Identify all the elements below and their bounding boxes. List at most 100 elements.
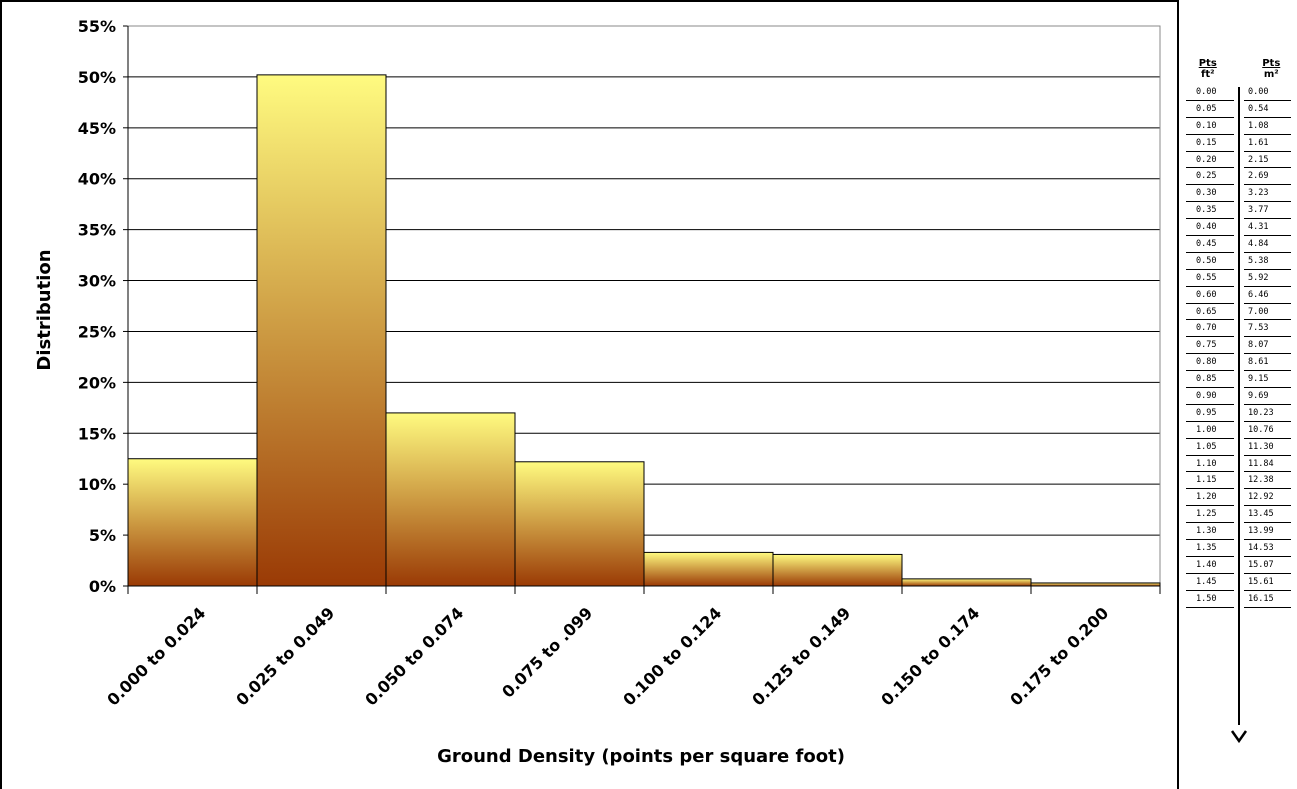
bar xyxy=(643,551,774,587)
pts-per-m2-value: 11.30 xyxy=(1244,439,1291,456)
conversion-row: 0.30 3.23 xyxy=(1182,185,1297,203)
y-tick-label: 45% xyxy=(78,119,116,138)
y-tick-label: 30% xyxy=(78,272,116,291)
pts-per-m2-value: 7.53 xyxy=(1244,320,1291,338)
conversion-row: 0.90 9.69 xyxy=(1182,388,1297,405)
pts-per-m2-value: 12.92 xyxy=(1244,489,1291,507)
conversion-row: 0.95 10.23 xyxy=(1182,405,1297,422)
pts-per-ft2-value: 0.10 xyxy=(1186,118,1234,135)
y-axis-title: Distribution xyxy=(34,249,55,370)
conversion-row: 0.20 2.15 xyxy=(1182,152,1297,169)
y-tick-label: 15% xyxy=(78,424,116,443)
ft-header-pts: Pts xyxy=(1198,58,1217,69)
pts-per-m2-value: 10.76 xyxy=(1244,422,1291,439)
conversion-row: 1.05 11.30 xyxy=(1182,439,1297,456)
pts-per-ft2-value: 0.05 xyxy=(1186,101,1234,118)
pts-per-ft2-value: 1.45 xyxy=(1186,574,1234,591)
conversion-row: 0.50 5.38 xyxy=(1182,253,1297,270)
bar xyxy=(772,553,903,587)
m-header-unit: m² xyxy=(1263,69,1279,80)
pts-per-ft2-value: 0.70 xyxy=(1186,320,1234,338)
conversion-row: 1.00 10.76 xyxy=(1182,422,1297,439)
density-histogram: 0% 5% 10% 15% 20% 25% 30% 35% 40% 45% 50% 55% 0.000 … xyxy=(0,0,1179,789)
ft-column-header: Pts ft² xyxy=(1182,58,1240,84)
y-tick-label: 55% xyxy=(78,17,116,36)
conversion-row: 0.65 7.00 xyxy=(1182,304,1297,321)
conversion-row: 0.70 7.53 xyxy=(1182,320,1297,338)
y-tick-label: 5% xyxy=(89,526,116,545)
pts-per-ft2-value: 1.30 xyxy=(1186,523,1234,541)
pts-per-ft2-value: 0.35 xyxy=(1186,202,1234,220)
conversion-row: 0.40 4.31 xyxy=(1182,219,1297,237)
pts-per-m2-value: 15.61 xyxy=(1244,574,1291,591)
pts-per-ft2-value: 1.00 xyxy=(1186,422,1234,439)
pts-per-m2-value: 6.46 xyxy=(1244,287,1291,304)
pts-per-m2-value: 0.00 xyxy=(1244,84,1291,101)
x-tick-label: 0.075 to .099 xyxy=(498,603,596,701)
conversion-row: 1.40 15.07 xyxy=(1182,557,1297,574)
y-tick-label: 10% xyxy=(78,475,116,494)
pts-per-ft2-value: 1.10 xyxy=(1186,456,1234,473)
pts-per-m2-value: 7.00 xyxy=(1244,304,1291,321)
m-header-pts: Pts xyxy=(1262,58,1281,69)
pts-per-m2-value: 14.53 xyxy=(1244,540,1291,557)
conversion-row: 0.80 8.61 xyxy=(1182,354,1297,372)
pts-per-ft2-value: 0.90 xyxy=(1186,388,1234,405)
pts-per-ft2-value: 1.15 xyxy=(1186,472,1234,490)
pts-per-ft2-value: 0.65 xyxy=(1186,304,1234,321)
x-tick-label: 0.100 to 0.124 xyxy=(619,603,725,709)
pts-per-m2-value: 8.07 xyxy=(1244,337,1291,355)
pts-per-ft2-value: 0.45 xyxy=(1186,236,1234,253)
pts-per-ft2-value: 1.25 xyxy=(1186,506,1234,524)
pts-per-ft2-value: 0.55 xyxy=(1186,270,1234,287)
pts-per-ft2-value: 0.50 xyxy=(1186,253,1234,270)
pts-per-ft2-value: 1.05 xyxy=(1186,439,1234,456)
conversion-table: Pts ft² Pts m² 0.00 0.00 0.05 0.54 0.10 1.08 0… xyxy=(1182,58,1297,608)
x-axis-title: Ground Density (points per square foot) xyxy=(437,746,845,767)
conversion-rows: 0.00 0.00 0.05 0.54 0.10 1.08 0.15 1.61 0.20 2.15… xyxy=(1182,84,1297,608)
x-tick-label: 0.050 to 0.074 xyxy=(361,603,467,709)
pts-per-m2-value: 16.15 xyxy=(1244,591,1291,608)
y-tick-label: 25% xyxy=(78,322,116,341)
pts-per-m2-value: 3.77 xyxy=(1244,202,1291,220)
y-tick-label: 20% xyxy=(78,373,116,392)
conversion-row: 1.25 13.45 xyxy=(1182,506,1297,524)
x-tick-label: 0.025 to 0.049 xyxy=(232,603,338,709)
bar xyxy=(127,458,258,587)
pts-per-m2-value: 13.99 xyxy=(1244,523,1291,541)
pts-per-ft2-value: 0.60 xyxy=(1186,287,1234,304)
pts-per-m2-value: 4.31 xyxy=(1244,219,1291,237)
pts-per-ft2-value: 1.40 xyxy=(1186,557,1234,574)
bar xyxy=(256,74,387,587)
conversion-row: 0.25 2.69 xyxy=(1182,168,1297,186)
pts-per-m2-value: 9.15 xyxy=(1244,371,1291,389)
pts-per-m2-value: 10.23 xyxy=(1244,405,1291,422)
conversion-row: 0.35 3.77 xyxy=(1182,202,1297,220)
pts-per-m2-value: 3.23 xyxy=(1244,185,1291,203)
pts-per-m2-value: 15.07 xyxy=(1244,557,1291,574)
chart-frame: 0% 5% 10% 15% 20% 25% 30% 35% 40% 45% 50% 55% 0.000 … xyxy=(0,0,1179,789)
pts-per-m2-value: 5.92 xyxy=(1244,270,1291,287)
pts-per-ft2-value: 0.80 xyxy=(1186,354,1234,372)
pts-per-m2-value: 2.69 xyxy=(1244,168,1291,186)
chart-border xyxy=(0,0,1179,789)
arrow-down-icon xyxy=(1230,730,1248,744)
conversion-row: 1.10 11.84 xyxy=(1182,456,1297,473)
conversion-row: 1.45 15.61 xyxy=(1182,574,1297,591)
pts-per-ft2-value: 0.00 xyxy=(1186,84,1234,101)
x-tick-label: 0.125 to 0.149 xyxy=(748,603,854,709)
bar xyxy=(385,412,516,587)
pts-per-m2-value: 5.38 xyxy=(1244,253,1291,270)
m-column-header: Pts m² xyxy=(1240,58,1297,84)
conversion-row: 0.10 1.08 xyxy=(1182,118,1297,135)
conversion-row: 1.15 12.38 xyxy=(1182,472,1297,490)
pts-per-ft2-value: 0.85 xyxy=(1186,371,1234,389)
pts-per-ft2-value: 0.95 xyxy=(1186,405,1234,422)
pts-per-ft2-value: 0.25 xyxy=(1186,168,1234,186)
conversion-row: 1.20 12.92 xyxy=(1182,489,1297,507)
x-tick-label: 0.150 to 0.174 xyxy=(877,603,983,709)
pts-per-ft2-value: 0.40 xyxy=(1186,219,1234,237)
conversion-table-header: Pts ft² Pts m² xyxy=(1182,58,1297,84)
conversion-row: 0.55 5.92 xyxy=(1182,270,1297,287)
ft-header-unit: ft² xyxy=(1200,69,1215,80)
